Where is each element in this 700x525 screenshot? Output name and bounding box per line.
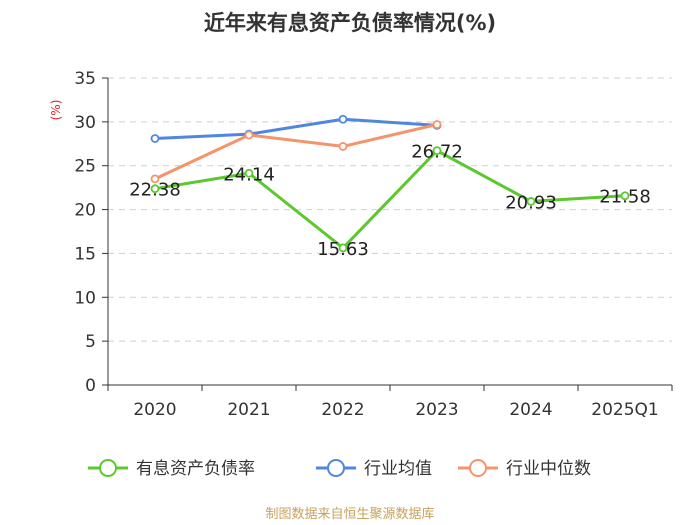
data-point: [150, 174, 160, 184]
legend-marker-2: [469, 459, 487, 477]
data-point: [338, 142, 348, 151]
y-tick-label: 25: [74, 157, 96, 177]
legend-label-0: 有息资产负债率: [136, 459, 255, 479]
data-point: [244, 168, 254, 178]
data-point: [150, 134, 160, 143]
y-axis-label: (%): [49, 100, 63, 121]
y-tick-label: 20: [74, 201, 96, 221]
x-tick-label: 2023: [415, 400, 458, 420]
x-tick-label: 2022: [321, 400, 364, 420]
data-label: 26.72: [411, 142, 463, 163]
data-label: 15.63: [317, 239, 369, 260]
data-point: [432, 120, 442, 129]
legend-marker-0: [99, 459, 117, 477]
legend-label-2: 行业中位数: [506, 459, 591, 479]
y-tick-label: 35: [74, 69, 96, 89]
legend-marker-1: [327, 459, 345, 477]
x-tick-label: 2025Q1: [591, 400, 658, 420]
data-point: [338, 243, 348, 253]
x-tick-label: 2021: [227, 400, 270, 420]
data-point: [150, 184, 160, 194]
data-point: [620, 191, 630, 201]
data-point: [244, 130, 254, 140]
data-label: 24.14: [223, 164, 275, 185]
data-labels: 22.38 24.14 15.63 26.72 20.93 21.58: [129, 142, 651, 260]
y-tick-label: 30: [74, 113, 96, 133]
grid: [108, 77, 672, 342]
series-line-1: [154, 117, 438, 141]
data-point: [526, 197, 536, 206]
source-note: 制图数据来自恒生聚源数据库: [265, 506, 434, 522]
data-label: 20.93: [505, 192, 557, 213]
legend-label-1: 行业均值: [364, 459, 432, 479]
y-ticks: 0 5 10 15 20 25 30 35: [74, 69, 109, 396]
x-axis: 2020 2021 2022 2023 2024 2025Q1: [107, 384, 673, 420]
legend[interactable]: 有息资产负债率 行业均值 行业中位数: [88, 459, 591, 479]
series-line-2: [154, 123, 438, 181]
chart-title: 近年来有息资产负债率情况(%): [204, 11, 496, 35]
data-point: [338, 114, 348, 124]
y-tick-label: 5: [85, 332, 96, 352]
series-line-0: [154, 149, 626, 250]
data-point: [432, 146, 442, 156]
y-tick-label: 10: [74, 288, 96, 308]
y-tick-label: 0: [85, 376, 96, 396]
data-label: 21.58: [599, 187, 651, 208]
series-group: [150, 114, 630, 253]
y-tick-label: 15: [74, 244, 96, 264]
data-label: 22.38: [129, 180, 181, 201]
x-tick-label: 2024: [509, 400, 552, 420]
x-tick-label: 2020: [133, 400, 176, 420]
